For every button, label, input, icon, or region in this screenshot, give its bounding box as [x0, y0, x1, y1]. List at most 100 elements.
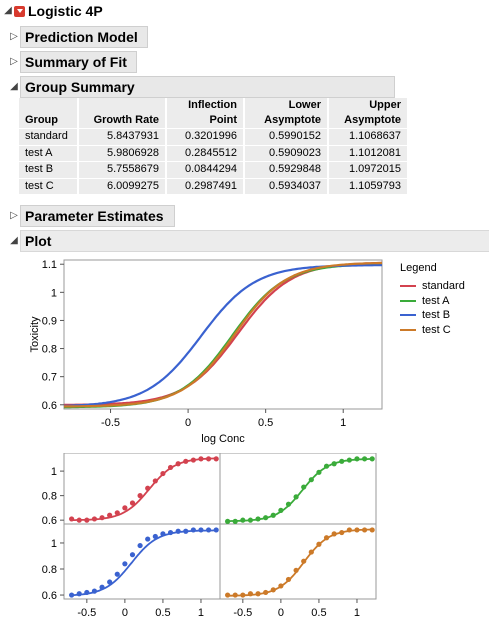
column-header[interactable]: Growth Rate — [78, 98, 167, 129]
data-point — [205, 456, 212, 462]
table-cell: 0.0844294 — [166, 161, 245, 178]
expand-triangle-icon[interactable]: ▷ — [10, 210, 18, 221]
data-point — [369, 527, 375, 533]
table-cell: 0.5990152 — [244, 128, 329, 145]
table-row: test B 5.7558679 0.0844294 0.5929848 1.0… — [19, 161, 409, 178]
data-point — [308, 549, 314, 555]
data-point — [232, 592, 238, 598]
x-tick-label: 0.5 — [311, 607, 326, 619]
data-point — [255, 516, 261, 522]
report-title: Logistic 4P — [28, 3, 103, 19]
section-plot[interactable]: ◢ Plot — [8, 230, 489, 252]
data-point — [354, 456, 360, 462]
y-axis-label: Toxicity — [29, 316, 41, 353]
data-point — [129, 552, 136, 558]
legend-item[interactable]: test C — [400, 323, 465, 338]
data-point — [160, 470, 166, 477]
table-header-row: Group Growth Rate Inflection Point Lower A… — [19, 98, 409, 129]
section-header-plot[interactable]: Plot — [20, 230, 489, 252]
section-group-summary[interactable]: ◢ Group Summary — [8, 76, 395, 98]
data-point — [247, 517, 254, 523]
data-point — [232, 518, 238, 524]
column-header[interactable]: Group — [19, 98, 79, 129]
table-cell: 0.2987491 — [166, 177, 245, 194]
data-point — [339, 529, 345, 536]
data-point — [69, 516, 75, 522]
legend-swatch — [400, 285, 416, 288]
data-point — [175, 461, 181, 467]
x-tick-label: 1 — [354, 607, 360, 619]
section-prediction-model[interactable]: ▷ Prediction Model — [8, 26, 148, 48]
legend-label: test A — [422, 294, 450, 307]
table-cell: 1.0972015 — [328, 161, 409, 178]
expand-triangle-icon[interactable]: ▷ — [10, 56, 18, 67]
data-point — [225, 518, 231, 524]
report-title-row: ◢ Logistic 4P — [2, 3, 103, 19]
data-point — [240, 517, 246, 523]
data-point — [361, 527, 368, 533]
section-header-prediction-model[interactable]: Prediction Model — [20, 26, 148, 48]
data-point — [331, 461, 337, 467]
legend-item[interactable]: test A — [400, 294, 465, 309]
data-point — [240, 592, 246, 598]
data-point — [270, 587, 276, 593]
y-tick-label: 1 — [51, 538, 57, 550]
y-tick-label: 0.6 — [42, 400, 57, 412]
x-axis-label: log Conc — [201, 433, 245, 445]
table-cell: test A — [19, 144, 79, 162]
data-point — [278, 507, 284, 513]
table-cell: 0.3201996 — [166, 128, 245, 145]
collapse-triangle-icon[interactable]: ◢ — [10, 81, 18, 92]
legend-swatch — [400, 314, 416, 317]
table-cell: test B — [19, 161, 79, 178]
data-point — [346, 527, 352, 533]
x-tick-label: -0.5 — [77, 607, 96, 619]
data-point — [308, 477, 314, 483]
data-point — [323, 535, 330, 541]
data-point — [145, 536, 151, 542]
column-header[interactable]: Inflection Point — [166, 98, 245, 129]
section-header-summary-of-fit[interactable]: Summary of Fit — [20, 51, 137, 73]
legend-swatch — [400, 299, 416, 302]
section-header-group-summary[interactable]: Group Summary — [20, 76, 395, 98]
column-header[interactable]: Upper Asymptote — [328, 98, 409, 129]
data-point — [316, 541, 322, 547]
data-point — [369, 456, 375, 462]
collapse-triangle-icon[interactable]: ◢ — [10, 235, 18, 246]
legend-item[interactable]: test B — [400, 308, 465, 323]
table-cell: 0.2845512 — [166, 144, 245, 162]
x-tick-label: 0.5 — [155, 607, 170, 619]
data-point — [247, 591, 254, 597]
data-point — [316, 469, 322, 475]
table-cell: 6.0099275 — [78, 177, 167, 194]
expand-triangle-icon[interactable]: ▷ — [10, 31, 18, 42]
x-tick-label: 1 — [340, 417, 346, 429]
red-menu-icon[interactable] — [14, 5, 25, 17]
data-point — [114, 510, 120, 516]
legend-label: test B — [422, 309, 451, 322]
data-point — [190, 457, 196, 463]
legend-title: Legend — [400, 262, 437, 274]
section-parameter-estimates[interactable]: ▷ Parameter Estimates — [8, 205, 175, 227]
data-point — [152, 533, 158, 540]
section-header-parameter-estimates[interactable]: Parameter Estimates — [20, 205, 175, 227]
data-point — [361, 456, 368, 462]
data-point — [84, 517, 90, 523]
main-line-chart: 0.6 0.7 0.8 0.9 1 1.1 -0.5 0 0.5 1 log Conc Toxicit… — [29, 259, 383, 445]
table-cell: 1.1068637 — [328, 128, 409, 145]
collapse-triangle-icon[interactable]: ◢ — [4, 5, 12, 16]
section-summary-of-fit[interactable]: ▷ Summary of Fit — [8, 51, 137, 73]
data-point — [183, 458, 189, 464]
y-tick-label: 0.8 — [42, 344, 57, 356]
table-cell: 1.1012081 — [328, 144, 409, 162]
data-point — [331, 531, 337, 537]
legend-item[interactable]: standard — [400, 279, 465, 294]
data-point — [122, 561, 128, 567]
x-tick-label: -0.5 — [101, 417, 120, 429]
x-tick-label: 0 — [278, 607, 284, 619]
table-cell: 0.5909023 — [244, 144, 329, 162]
data-point — [323, 463, 330, 469]
column-header[interactable]: Lower Asymptote — [244, 98, 329, 129]
y-tick-label: 0.6 — [42, 590, 57, 602]
data-point — [354, 527, 360, 533]
